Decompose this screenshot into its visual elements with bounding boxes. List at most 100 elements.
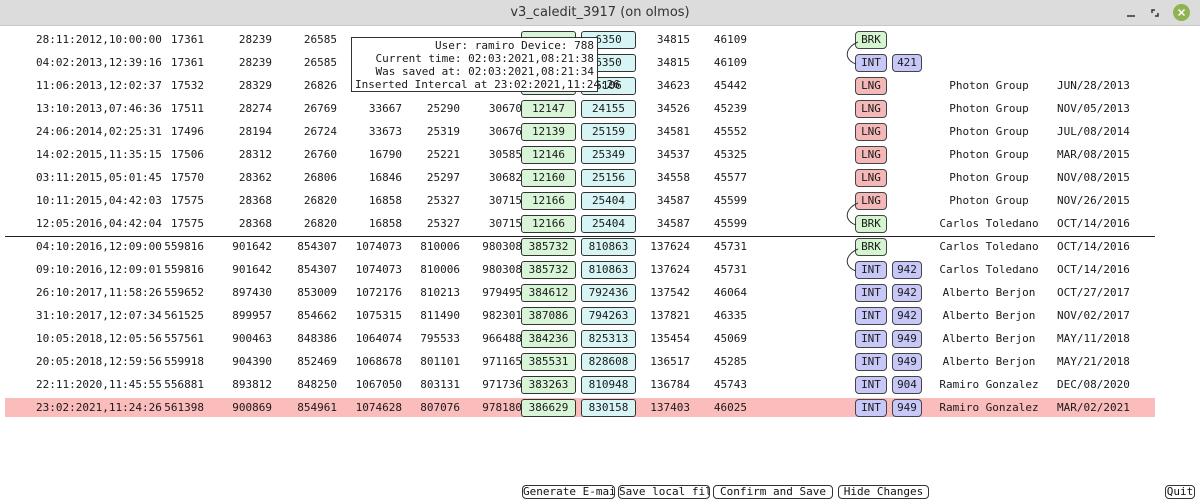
editable-value-green[interactable]: 383263: [521, 376, 576, 394]
type-tag-int[interactable]: INT: [855, 399, 887, 417]
type-tag-brk[interactable]: BRK: [855, 215, 887, 233]
type-tag-lng[interactable]: LNG: [855, 123, 887, 141]
table-row[interactable]: 12:05:2016,04:42:04 17575 28368 26820 16858 2…: [0, 213, 1160, 236]
type-tag-int[interactable]: INT: [855, 307, 887, 325]
info-tooltip: User: ramiro Device: 788 Current time: 0…: [351, 37, 620, 92]
device-tag[interactable]: 942: [892, 307, 922, 325]
save-local-file-button[interactable]: Save local file: [618, 485, 710, 499]
type-tag-int[interactable]: INT: [855, 376, 887, 394]
table-row[interactable]: 24:06:2014,02:25:31 17496 28194 26724 33673 2…: [0, 121, 1160, 144]
type-tag-lng[interactable]: LNG: [855, 169, 887, 187]
table-row-selected[interactable]: 23:02:2021,11:24:26 561398 900869 854961 107…: [0, 397, 1160, 420]
editable-value-cyan[interactable]: 25159: [581, 123, 636, 141]
device-tag[interactable]: 949: [892, 399, 922, 417]
type-tag-int[interactable]: INT: [855, 54, 887, 72]
type-tag-int[interactable]: INT: [855, 284, 887, 302]
table-row[interactable]: 14:02:2015,11:35:15 17506 28312 26760 16790 2…: [0, 144, 1160, 167]
value-cell: 28274: [238, 102, 272, 115]
type-tag-lng[interactable]: LNG: [855, 192, 887, 210]
operator-cell: Photon Group: [949, 171, 1029, 184]
editable-value-cyan[interactable]: 830158: [581, 399, 636, 417]
type-tag-lng[interactable]: LNG: [855, 77, 887, 95]
editable-value-cyan[interactable]: 810863: [581, 238, 636, 256]
close-icon[interactable]: [1173, 4, 1190, 21]
table-row[interactable]: 13:10:2013,07:46:36 17511 28274 26769 33667 2…: [0, 98, 1160, 121]
table-row[interactable]: 22:11:2020,11:45:55 556881 893812 848250 106…: [0, 374, 1160, 397]
hide-changes-button[interactable]: Hide Changes: [838, 485, 929, 499]
table-row[interactable]: 03:11:2015,05:01:45 17570 28362 26806 16846 2…: [0, 167, 1160, 190]
editable-value-cyan[interactable]: 828608: [581, 353, 636, 371]
editable-value-green[interactable]: 385732: [521, 238, 576, 256]
value-cell: 17361: [170, 56, 204, 69]
editable-value-cyan[interactable]: 810948: [581, 376, 636, 394]
editable-value-green[interactable]: 12166: [521, 215, 576, 233]
editable-value-cyan[interactable]: 24155: [581, 100, 636, 118]
value-cell: 46335: [713, 309, 747, 322]
value-cell: 45285: [713, 355, 747, 368]
editable-value-green[interactable]: 384612: [521, 284, 576, 302]
operator-cell: Ramiro Gonzalez: [939, 378, 1039, 391]
table-row[interactable]: 09:10:2016,12:09:01 559816 901642 854307 107…: [0, 259, 1160, 282]
editable-value-green[interactable]: 387086: [521, 307, 576, 325]
quit-button[interactable]: Quit: [1165, 485, 1195, 499]
editable-value-green[interactable]: 12146: [521, 146, 576, 164]
editable-value-green[interactable]: 385531: [521, 353, 576, 371]
table-row[interactable]: 04:10:2016,12:09:00 559816 901642 854307 107…: [0, 236, 1160, 259]
editable-value-green[interactable]: 385732: [521, 261, 576, 279]
generate-email-button[interactable]: Generate E-mail: [522, 485, 615, 499]
editable-value-cyan[interactable]: 25349: [581, 146, 636, 164]
operator-cell: Photon Group: [949, 102, 1029, 115]
tooltip-user-device: User: ramiro Device: 788: [435, 39, 594, 52]
operator-cell: Alberto Berjon: [942, 332, 1036, 345]
value-cell: 900463: [232, 332, 272, 345]
date-cell: 10:11:2015,04:42:03: [36, 194, 162, 207]
editable-value-green[interactable]: 12147: [521, 100, 576, 118]
type-tag-int[interactable]: INT: [855, 330, 887, 348]
device-tag[interactable]: 942: [892, 284, 922, 302]
table-row[interactable]: 20:05:2018,12:59:56 559918 904390 852469 106…: [0, 351, 1160, 374]
value-cell: 899957: [232, 309, 272, 322]
type-tag-int[interactable]: INT: [855, 353, 887, 371]
editable-value-green[interactable]: 386629: [521, 399, 576, 417]
editable-value-green[interactable]: 384236: [521, 330, 576, 348]
value-cell: 30715: [488, 217, 522, 230]
value-cell: 848250: [297, 378, 337, 391]
value-cell: 136784: [650, 378, 690, 391]
editable-value-cyan[interactable]: 825313: [581, 330, 636, 348]
value-cell: 17570: [170, 171, 204, 184]
minimize-icon[interactable]: [1122, 4, 1140, 22]
editable-value-cyan[interactable]: 792436: [581, 284, 636, 302]
editable-value-cyan[interactable]: 794263: [581, 307, 636, 325]
type-tag-int[interactable]: INT: [855, 261, 887, 279]
date-cell: 20:05:2018,12:59:56: [36, 355, 162, 368]
editable-value-green[interactable]: 12139: [521, 123, 576, 141]
value-cell: 28368: [238, 194, 272, 207]
maximize-icon[interactable]: [1146, 4, 1164, 22]
type-tag-brk[interactable]: BRK: [855, 31, 887, 49]
value-cell: 26585: [303, 33, 337, 46]
table-row[interactable]: 10:11:2015,04:42:03 17575 28368 26820 16858 2…: [0, 190, 1160, 213]
operator-cell: Alberto Berjon: [942, 355, 1036, 368]
table-row[interactable]: 26:10:2017,11:58:26 559652 897430 853009 107…: [0, 282, 1160, 305]
device-tag[interactable]: 949: [892, 353, 922, 371]
type-tag-brk[interactable]: BRK: [855, 238, 887, 256]
editable-value-cyan[interactable]: 25404: [581, 215, 636, 233]
device-tag[interactable]: 421: [892, 54, 922, 72]
type-tag-lng[interactable]: LNG: [855, 100, 887, 118]
value-cell: 26724: [303, 125, 337, 138]
editable-value-green[interactable]: 12166: [521, 192, 576, 210]
editable-value-cyan[interactable]: 25404: [581, 192, 636, 210]
device-tag[interactable]: 904: [892, 376, 922, 394]
confirm-and-save-button[interactable]: Confirm and Save: [713, 485, 833, 499]
editable-value-green[interactable]: 12160: [521, 169, 576, 187]
device-tag[interactable]: 942: [892, 261, 922, 279]
value-cell: 34815: [656, 33, 690, 46]
table-row[interactable]: 10:05:2018,12:05:56 557561 900463 848386 106…: [0, 328, 1160, 351]
value-cell: 811490: [420, 309, 460, 322]
editable-value-cyan[interactable]: 810863: [581, 261, 636, 279]
editable-value-cyan[interactable]: 25156: [581, 169, 636, 187]
operator-cell: Photon Group: [949, 148, 1029, 161]
table-row[interactable]: 31:10:2017,12:07:34 561525 899957 854662 107…: [0, 305, 1160, 328]
type-tag-lng[interactable]: LNG: [855, 146, 887, 164]
device-tag[interactable]: 949: [892, 330, 922, 348]
